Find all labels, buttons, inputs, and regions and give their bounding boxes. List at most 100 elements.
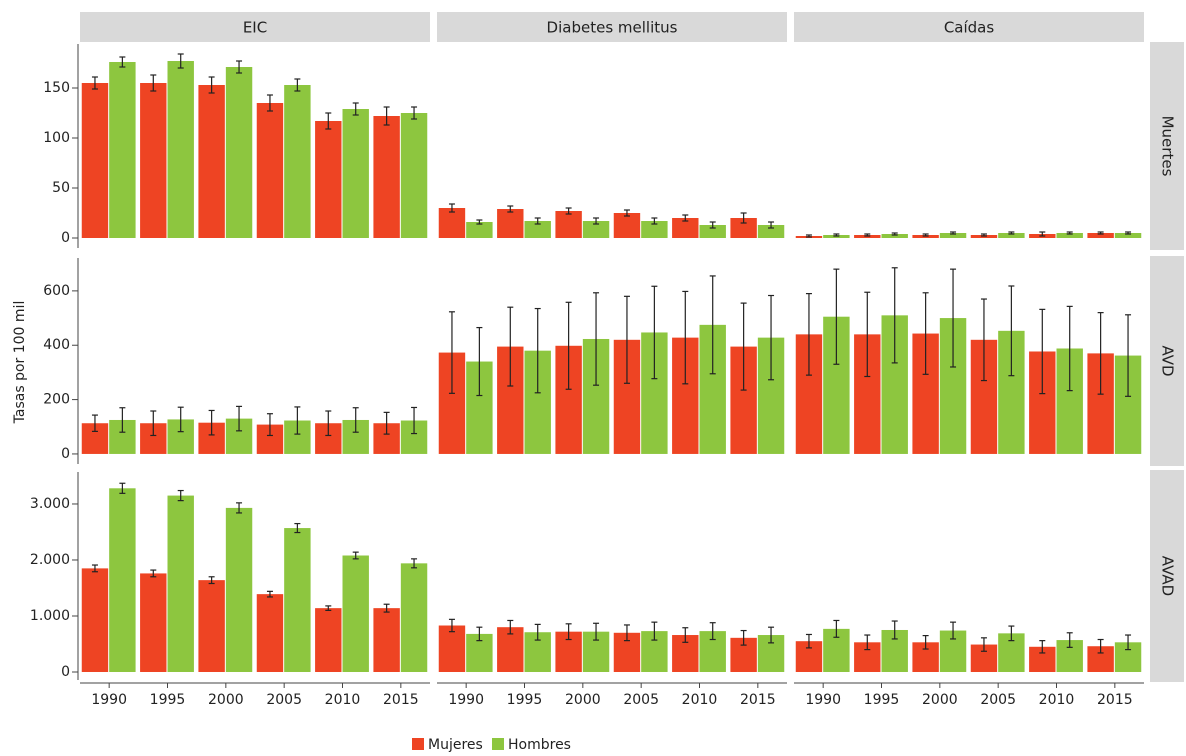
- x-tick-label: 2000: [922, 692, 958, 708]
- error-bar: [1039, 640, 1046, 654]
- error-bar: [534, 623, 541, 641]
- x-tick-label: 2010: [325, 692, 361, 708]
- error-bar: [534, 307, 541, 394]
- facet-label: AVD: [1159, 345, 1177, 376]
- bar: [757, 225, 785, 238]
- y-tick-label: 0: [61, 446, 70, 462]
- x-tick-label: 2015: [383, 692, 419, 708]
- error-bar: [266, 413, 273, 437]
- x-tick-label: 2005: [266, 692, 302, 708]
- error-bar: [208, 576, 215, 585]
- error-bar: [768, 294, 775, 381]
- bar: [1087, 233, 1114, 238]
- error-bar: [236, 502, 243, 514]
- error-bar: [352, 551, 359, 560]
- error-bar: [1097, 638, 1104, 654]
- error-bar: [383, 603, 390, 613]
- error-bar: [91, 564, 98, 573]
- bar: [998, 233, 1025, 238]
- facet-strip: [80, 12, 430, 42]
- error-bar: [177, 489, 184, 502]
- bar: [109, 62, 136, 238]
- error-bar: [980, 298, 987, 382]
- error-bar: [833, 233, 840, 237]
- error-bar: [119, 482, 126, 494]
- bar: [1056, 233, 1083, 238]
- legend-label: Mujeres: [428, 737, 483, 753]
- error-bar: [891, 232, 898, 236]
- error-bar: [411, 558, 418, 569]
- y-tick-label: 0: [61, 664, 70, 680]
- y-tick-label: 600: [43, 283, 70, 299]
- error-bar: [507, 205, 514, 213]
- bar: [315, 608, 342, 672]
- error-bar: [980, 637, 987, 652]
- error-bar: [411, 406, 418, 435]
- error-bar: [805, 293, 812, 376]
- y-tick-label: 400: [43, 337, 70, 353]
- error-bar: [740, 212, 747, 224]
- error-bar: [91, 414, 98, 432]
- error-bar: [565, 623, 572, 641]
- error-bar: [805, 234, 812, 238]
- error-bar: [950, 231, 957, 235]
- error-bar: [1039, 231, 1046, 237]
- error-bar: [383, 411, 390, 435]
- error-bar: [352, 102, 359, 116]
- bar: [284, 85, 311, 238]
- error-bar: [709, 275, 716, 375]
- error-bar: [833, 619, 840, 638]
- bar: [699, 225, 726, 238]
- x-tick-label: 1990: [91, 692, 127, 708]
- error-bar: [1008, 625, 1015, 642]
- error-bar: [651, 621, 658, 641]
- facet-label: Caídas: [944, 19, 995, 37]
- bar: [1114, 233, 1142, 238]
- bar: [400, 113, 428, 238]
- bar: [613, 213, 641, 238]
- error-bar: [150, 74, 157, 92]
- bar: [256, 594, 284, 672]
- bar: [225, 507, 253, 672]
- error-bar: [805, 633, 812, 649]
- error-bar: [476, 326, 483, 397]
- bar: [939, 233, 967, 238]
- bar: [497, 209, 524, 238]
- x-tick-label: 2010: [1039, 692, 1075, 708]
- error-bar: [476, 626, 483, 642]
- x-tick-label: 2015: [1097, 692, 1133, 708]
- x-tick-label: 2000: [208, 692, 244, 708]
- error-bar: [325, 112, 332, 130]
- error-bar: [266, 94, 273, 112]
- error-bar: [150, 410, 157, 437]
- error-bar: [709, 622, 716, 641]
- error-bar: [507, 306, 514, 387]
- error-bar: [891, 620, 898, 640]
- error-bar: [922, 292, 929, 375]
- facet-label: Muertes: [1159, 116, 1177, 177]
- bar: [582, 221, 610, 238]
- bar: [342, 109, 369, 238]
- bar: [109, 488, 136, 672]
- error-bar: [651, 217, 658, 225]
- y-tick-label: 200: [43, 392, 70, 408]
- error-bar: [1066, 305, 1073, 392]
- bar: [672, 218, 699, 238]
- y-tick-label: 0: [61, 230, 70, 246]
- bar: [140, 573, 167, 672]
- bar: [198, 85, 225, 238]
- error-bar: [593, 622, 600, 641]
- x-tick-label: 2000: [565, 692, 601, 708]
- error-bar: [1008, 231, 1015, 235]
- error-bar: [1125, 634, 1132, 651]
- error-bar: [448, 203, 455, 213]
- error-bar: [864, 634, 871, 651]
- error-bar: [177, 53, 184, 69]
- error-bar: [1125, 314, 1132, 397]
- bar: [373, 116, 400, 238]
- error-bar: [864, 291, 871, 378]
- x-tick-label: 1990: [805, 692, 841, 708]
- error-bar: [682, 290, 689, 385]
- error-bar: [833, 268, 840, 365]
